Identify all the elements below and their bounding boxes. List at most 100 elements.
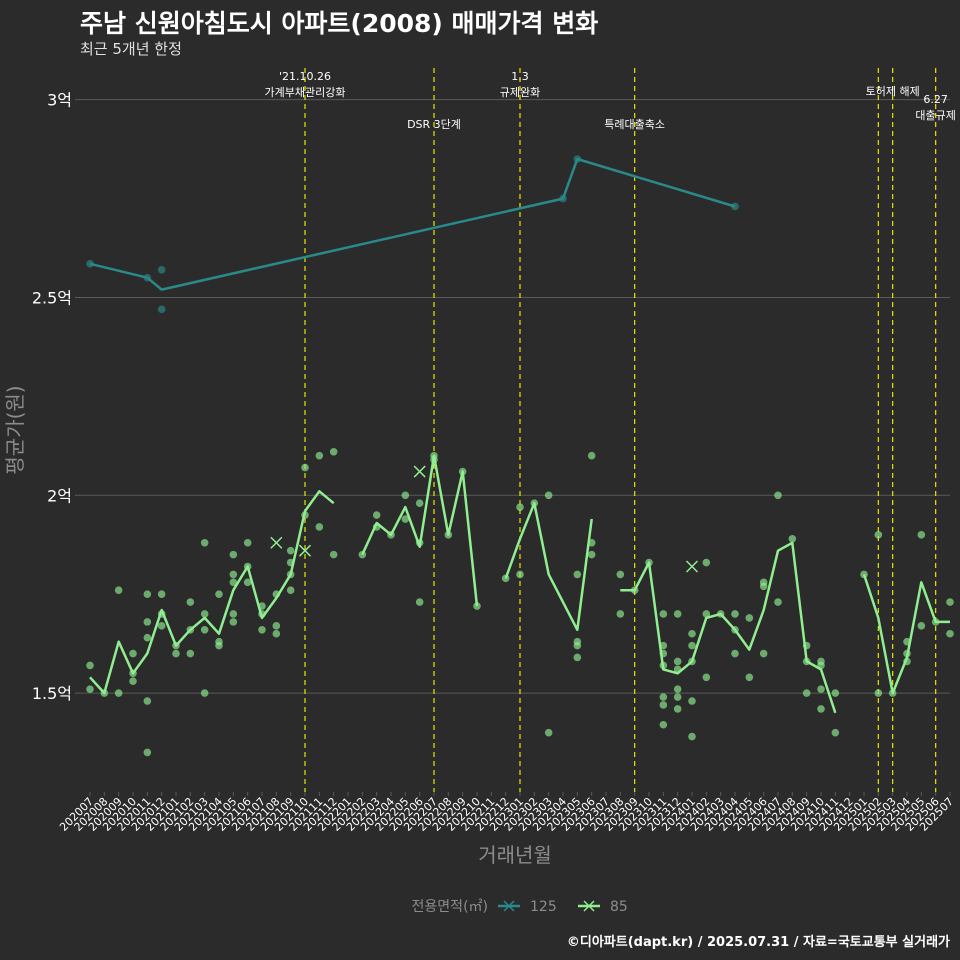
data-point-85 [215,641,223,650]
data-point-85 [673,610,682,618]
data-point-85 [358,550,367,559]
data-point-85 [874,689,883,697]
data-point-85 [200,538,209,547]
data-point-85 [329,447,338,456]
data-point-85 [143,748,152,757]
data-point-85 [315,523,324,531]
data-point-85 [946,629,954,638]
data-point-85 [315,451,324,460]
data-point-85 [645,558,653,567]
data-point-85 [258,625,266,634]
data-point-85 [931,618,940,626]
data-point-85 [272,590,281,598]
data-point-85 [659,641,668,650]
data-point-85 [272,622,281,630]
event-label: 규제완화 [500,86,540,99]
legend-key-cross-125 [503,900,515,912]
data-point-85 [573,570,582,579]
event-label: '21.10.26 [279,70,331,83]
data-point-85 [229,570,238,579]
data-point-85 [129,669,137,678]
data-point-85 [788,534,797,543]
data-point-85 [458,467,467,476]
data-point-85 [774,598,782,606]
data-point-85 [229,578,238,587]
data-point-85 [243,578,252,587]
data-point-85 [243,538,252,547]
data-point-85 [258,602,266,610]
data-point-85 [186,625,195,634]
data-point-85 [659,720,668,729]
series-line-85 [89,490,335,695]
legend-title: 전용면적(㎡) [412,899,488,915]
data-point-85 [415,538,424,547]
data-point-85 [215,590,223,598]
data-point-85 [401,515,410,523]
data-point-85 [501,574,510,583]
series-line-85 [620,541,837,714]
data-point-85 [946,598,954,606]
data-point-85 [544,728,553,737]
data-point-85 [702,610,711,618]
data-point-85 [286,586,295,595]
data-point-125 [157,265,166,274]
data-point-125 [143,273,152,282]
data-point-85 [702,558,711,567]
y-tick-label: 1.5억 [32,684,72,703]
source-caption: ©디아파트(dapt.kr) / 2025.07.31 / 자료=국토교통부 실… [566,935,950,950]
data-point-85 [172,649,180,658]
data-point-85 [731,625,739,634]
data-point-85 [688,732,696,741]
data-point-85 [114,586,123,595]
chart-title: 주남 신원아침도시 아파트(2008) 매매가격 변화 [80,9,599,38]
data-point-85 [659,610,668,618]
data-point-125 [573,155,582,163]
data-point-85 [229,610,238,618]
data-point-85 [444,531,453,539]
data-point-85 [688,629,696,638]
data-point-85 [817,661,825,670]
data-point-85 [759,582,768,591]
event-label: 6.27 [923,93,948,106]
data-point-85 [530,499,539,507]
data-point-85 [587,451,596,460]
data-point-85 [688,697,696,705]
data-point-85 [659,661,668,670]
data-point-85 [917,531,926,539]
data-point-85 [200,625,209,634]
data-point-85 [774,491,782,500]
cross-marker-85 [413,465,426,478]
data-point-85 [143,633,152,642]
data-point-85 [860,570,868,579]
data-point-125 [86,260,94,268]
data-point-85 [372,523,381,531]
data-point-85 [186,649,195,658]
data-point-85 [258,610,266,618]
series-line-85 [504,501,593,632]
y-axis-title: 평균가(원) [3,385,27,474]
data-point-85 [129,649,137,658]
data-point-85 [888,689,897,697]
data-point-85 [673,665,682,674]
data-point-85 [917,622,926,630]
data-point-85 [673,693,682,701]
data-point-85 [200,689,209,697]
data-point-85 [157,610,166,618]
data-point-85 [229,550,238,559]
data-point-85 [172,641,180,650]
data-point-85 [903,637,911,646]
data-point-85 [874,531,883,539]
data-point-85 [544,491,553,500]
data-point-85 [286,546,295,555]
data-point-85 [659,693,668,701]
y-tick-label: 2억 [47,486,72,505]
data-point-85 [372,511,381,519]
legend-key-cross-85 [583,900,595,912]
data-point-85 [186,598,195,606]
data-point-85 [573,653,582,662]
data-point-85 [387,531,395,539]
data-point-85 [759,649,768,658]
data-point-85 [673,657,682,666]
